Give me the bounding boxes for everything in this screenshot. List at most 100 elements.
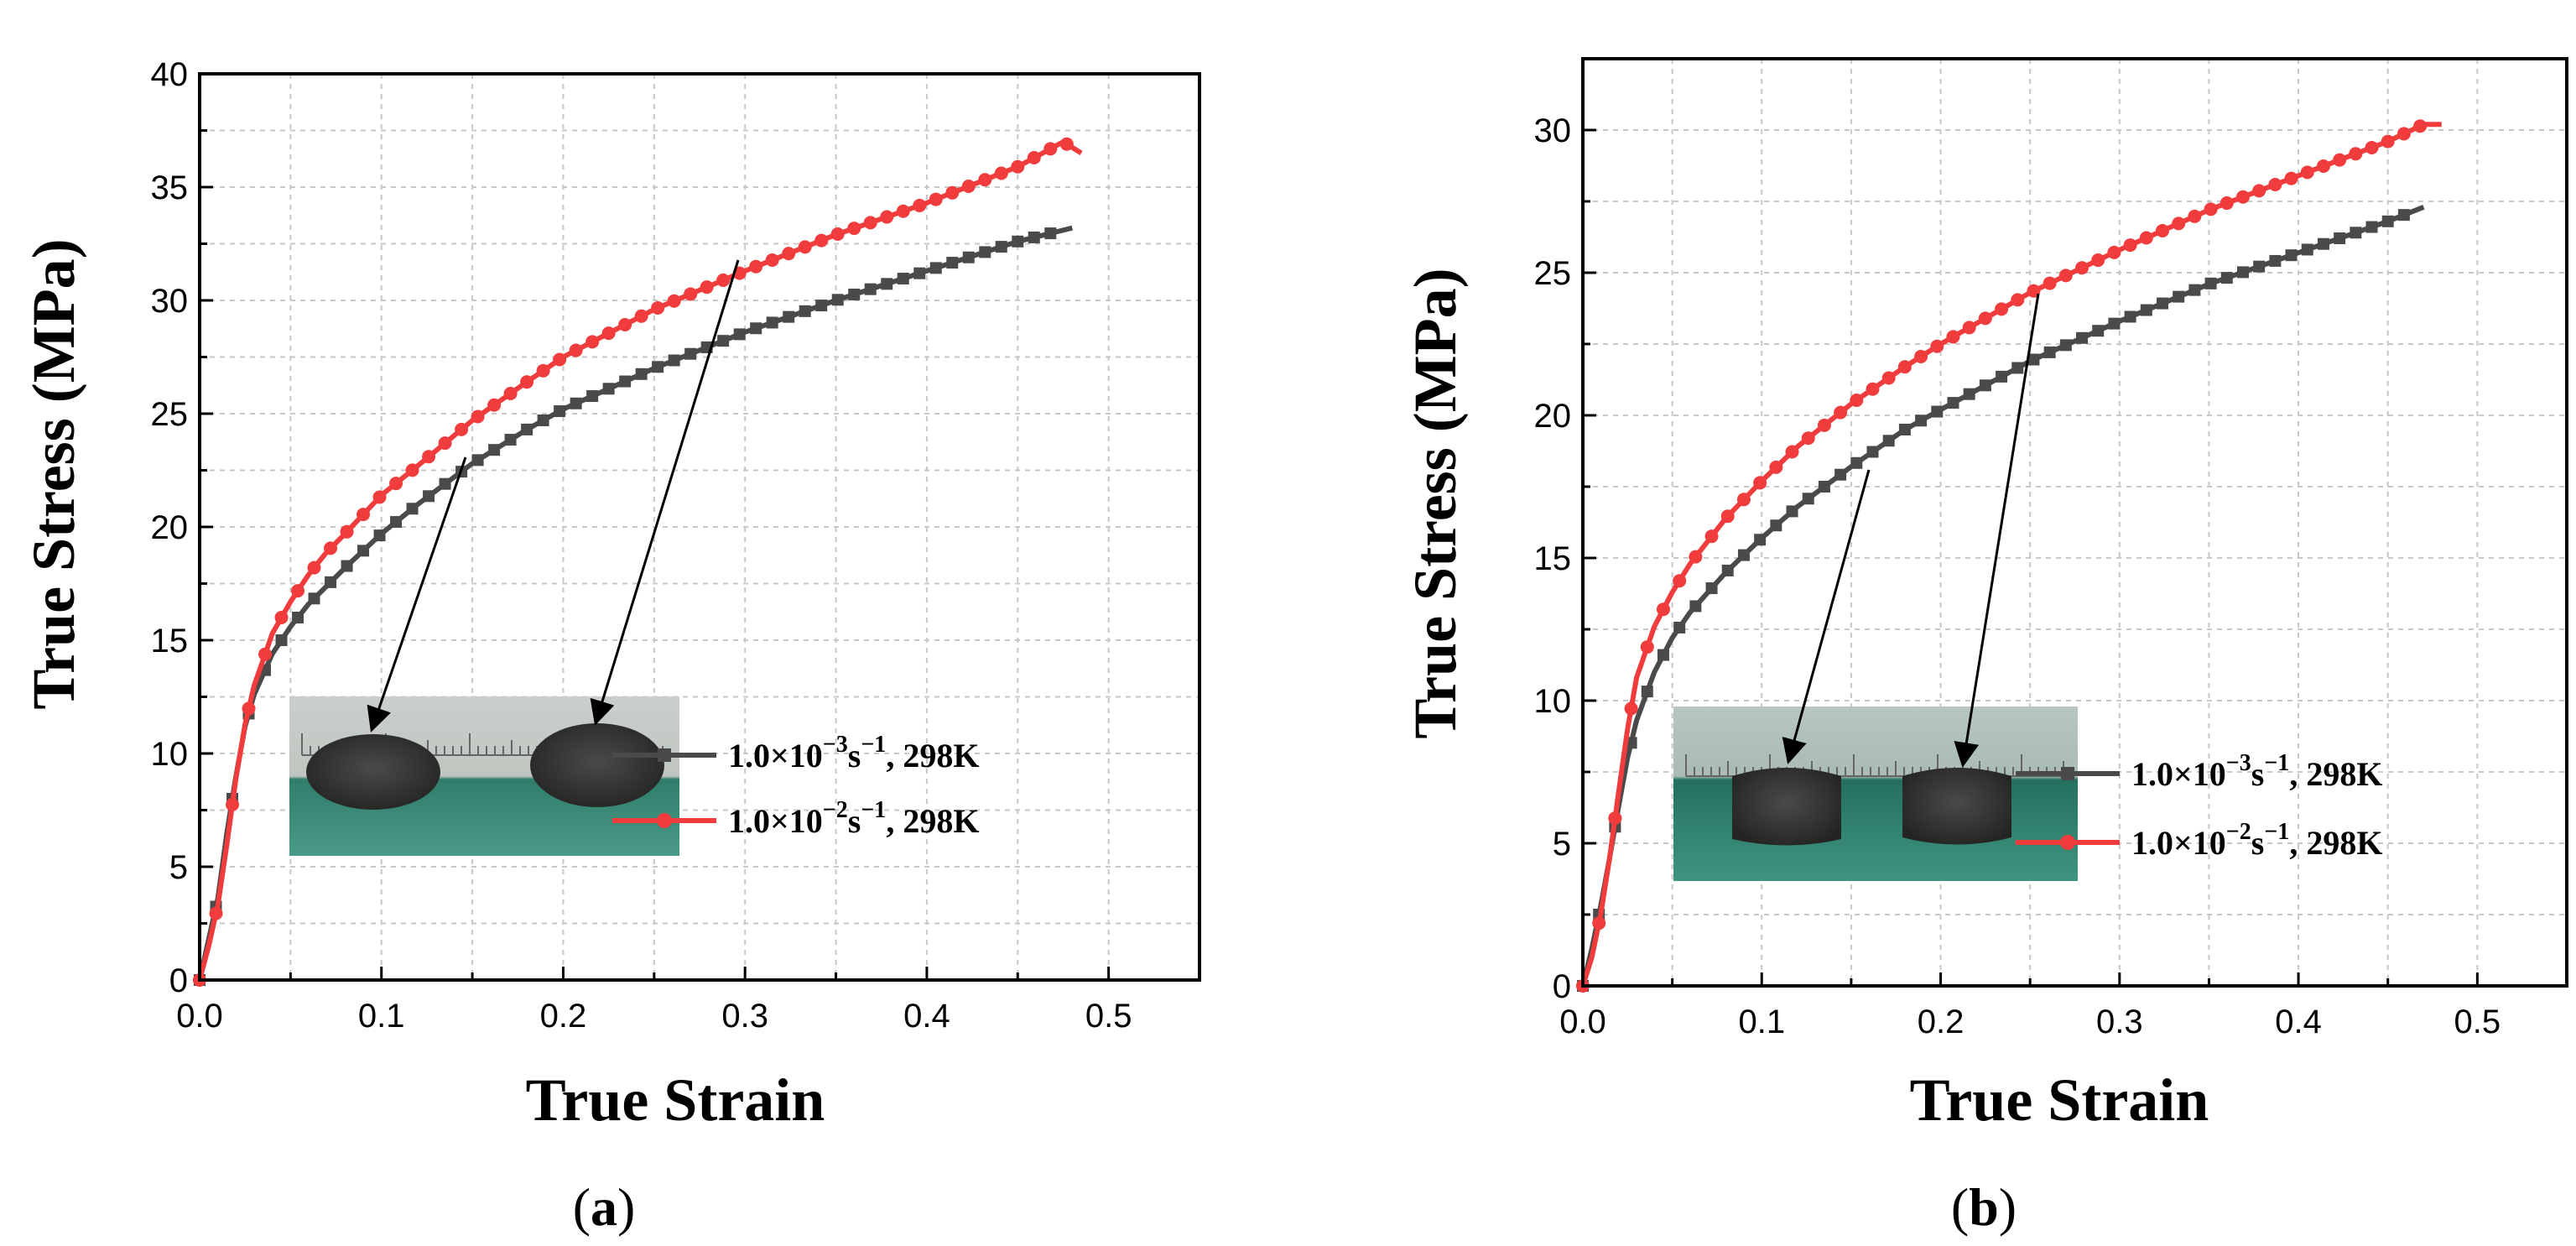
data-point <box>1657 649 1669 661</box>
data-point <box>830 227 845 241</box>
data-point <box>798 240 812 254</box>
data-point <box>438 436 452 451</box>
data-point <box>258 647 273 661</box>
data-point <box>994 166 1008 180</box>
legend-marker-square <box>658 748 671 762</box>
data-point <box>569 343 583 357</box>
data-point <box>324 541 338 555</box>
data-point <box>1592 916 1606 931</box>
data-point <box>2413 119 2428 133</box>
data-point <box>390 516 403 529</box>
data-point <box>765 253 779 267</box>
data-point <box>733 328 746 341</box>
legend: 1.0×10−3s−1, 298K 1.0×10−2s−1, 298K <box>612 732 979 840</box>
x-tick-label: 0.3 <box>2096 1004 2143 1040</box>
data-point <box>405 463 419 477</box>
data-point <box>2333 153 2347 167</box>
specimen-left <box>1732 768 1841 846</box>
data-point <box>831 294 844 306</box>
data-point <box>2076 331 2089 344</box>
legend-marker-circle <box>2060 835 2075 850</box>
data-point <box>471 409 485 424</box>
data-point <box>2027 353 2040 366</box>
data-point <box>554 405 566 418</box>
data-point <box>2381 134 2395 149</box>
data-point <box>929 192 943 206</box>
data-point <box>2316 159 2330 173</box>
specimen-left <box>306 734 440 810</box>
x-tick-label: 0.2 <box>540 998 587 1035</box>
data-point <box>667 294 681 308</box>
data-point <box>1914 349 1928 363</box>
data-point <box>2091 253 2105 268</box>
data-point <box>2252 184 2266 198</box>
data-point <box>929 262 942 274</box>
data-point <box>978 173 992 187</box>
data-point <box>1995 302 2009 316</box>
data-point <box>553 352 567 367</box>
x-tick-label: 0.3 <box>721 998 768 1035</box>
data-point <box>716 273 731 287</box>
data-point <box>2123 238 2137 253</box>
panel-label-a: (a) <box>573 1177 636 1237</box>
data-point <box>1754 534 1767 546</box>
data-point <box>2108 317 2121 330</box>
data-point <box>651 300 665 315</box>
data-point <box>570 397 582 409</box>
data-point <box>668 354 680 367</box>
data-point <box>1979 379 1991 392</box>
data-point <box>602 383 615 395</box>
data-point <box>1721 564 1734 576</box>
specimen-photo-inset <box>1673 706 2078 881</box>
data-point <box>2236 266 2249 279</box>
y-tick-label: 20 <box>151 509 189 546</box>
specimen-right <box>530 723 664 807</box>
data-point <box>1673 621 1686 633</box>
data-point <box>406 503 419 515</box>
data-point <box>1640 640 1654 654</box>
data-point <box>422 450 436 464</box>
data-point <box>423 490 435 503</box>
data-point <box>1866 446 1879 458</box>
data-point <box>2284 171 2298 185</box>
data-point <box>2220 196 2234 211</box>
data-point <box>979 246 991 258</box>
data-point <box>2204 277 2217 289</box>
data-point <box>1850 393 1864 407</box>
data-point <box>1962 321 1976 335</box>
data-point <box>1897 360 1912 374</box>
data-point <box>2172 216 2186 231</box>
data-point <box>880 210 894 224</box>
data-point <box>897 273 909 285</box>
data-point <box>848 288 861 300</box>
data-point <box>1059 137 1074 151</box>
y-tick-label: 30 <box>1534 112 1572 149</box>
data-point <box>1012 235 1024 248</box>
data-point <box>1044 227 1057 240</box>
data-point <box>2011 293 2025 307</box>
data-point <box>585 335 600 349</box>
x-tick-label: 0.4 <box>903 998 950 1035</box>
data-point <box>601 326 616 341</box>
data-point <box>2092 325 2105 337</box>
data-point <box>881 278 893 290</box>
data-point <box>1850 456 1863 469</box>
data-point <box>1673 574 1687 588</box>
data-point <box>504 434 517 446</box>
data-point <box>1704 529 1719 544</box>
data-point <box>1043 142 1058 156</box>
data-point <box>913 198 927 212</box>
data-point <box>536 363 550 378</box>
y-tick-label: 10 <box>1534 683 1572 720</box>
data-point <box>372 490 387 504</box>
data-point <box>1769 460 1783 474</box>
data-point <box>782 247 796 261</box>
data-point <box>455 422 469 436</box>
data-point <box>242 701 256 716</box>
data-point <box>946 257 959 269</box>
data-point <box>2269 254 2282 267</box>
legend-marker-square <box>2061 767 2074 780</box>
x-tick-label: 0.0 <box>1559 1004 1606 1040</box>
data-point <box>2365 221 2378 233</box>
